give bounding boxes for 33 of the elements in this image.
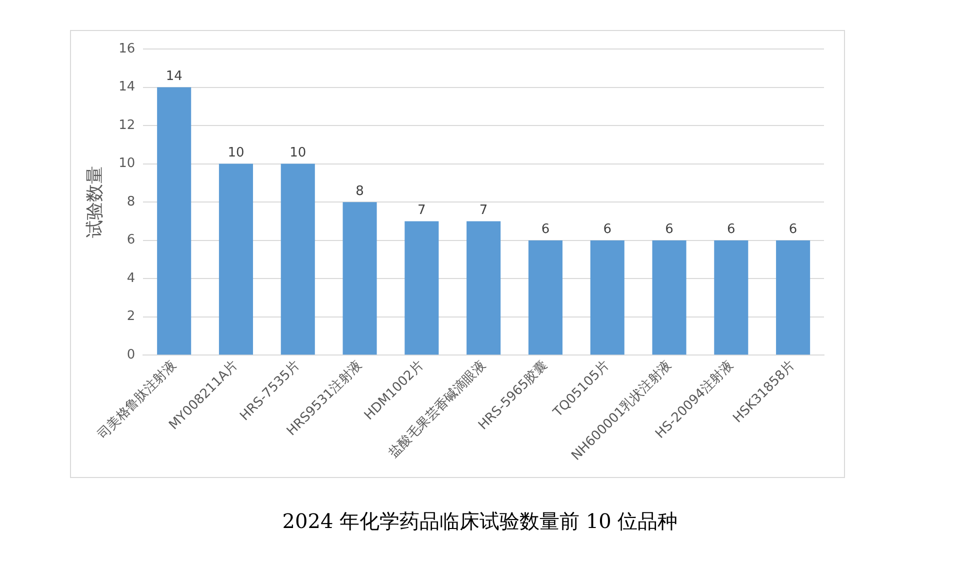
data-label: 14 — [166, 69, 182, 84]
bar — [652, 240, 686, 355]
y-tick-label: 12 — [118, 118, 136, 133]
bar — [157, 87, 192, 355]
bar — [466, 221, 501, 355]
data-label: 6 — [541, 222, 550, 238]
bar — [590, 240, 624, 355]
bar — [280, 164, 315, 355]
y-tick-label: 2 — [126, 309, 136, 324]
y-tick-label: 0 — [126, 348, 136, 363]
bar — [342, 202, 377, 355]
data-label: 6 — [665, 222, 674, 238]
data-label: 6 — [788, 222, 798, 238]
data-label: 6 — [727, 222, 736, 238]
y-tick-label: 14 — [118, 80, 136, 95]
data-label: 8 — [356, 184, 364, 199]
y-tick-label: 4 — [126, 270, 136, 286]
data-label: 7 — [418, 203, 426, 218]
data-label: 6 — [603, 222, 612, 238]
data-label: 10 — [290, 146, 306, 161]
y-tick-label: 8 — [126, 194, 136, 210]
bar — [528, 240, 562, 355]
y-tick-label: 16 — [118, 41, 136, 56]
data-label: 10 — [228, 146, 244, 161]
y-axis-title: 试验数量 — [84, 166, 106, 238]
bar — [714, 240, 748, 355]
y-tick-label: 6 — [126, 232, 136, 248]
y-tick-label: 10 — [118, 156, 136, 172]
bar — [404, 221, 439, 355]
bar — [776, 240, 810, 355]
bar — [218, 164, 254, 355]
data-label: 7 — [479, 203, 488, 218]
text: 2024 年化学药品临床试验数量前 10 位品种 — [281, 508, 679, 535]
